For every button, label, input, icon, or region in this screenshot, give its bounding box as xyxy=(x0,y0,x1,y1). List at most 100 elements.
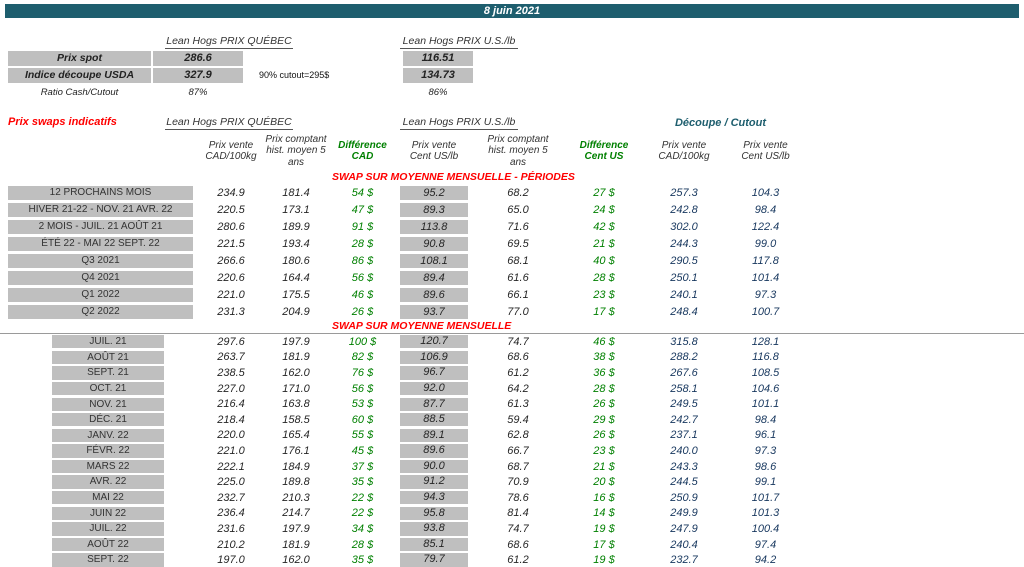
diff-cad-value: 55 $ xyxy=(351,429,374,442)
diff-us-value: 29 $ xyxy=(593,413,615,426)
table-row: HIVER 21-22 - NOV. 21 AVR. 22 220.5 173.… xyxy=(8,201,1019,218)
diff-cad-value: 60 $ xyxy=(351,413,374,426)
cutout-us-value: 98.4 xyxy=(754,413,777,426)
row-label: MAI 22 xyxy=(52,491,164,505)
diff-cad-value: 22 $ xyxy=(351,507,374,520)
us-hist-value: 62.8 xyxy=(507,429,529,442)
qc-hist-value: 176.1 xyxy=(282,444,310,457)
cutout-us-value: 94.2 xyxy=(754,554,777,567)
table-row: 2 MOIS - JUIL. 21 AOÛT 21 280.6 189.9 91… xyxy=(8,218,1019,235)
us-hist-value: 59.4 xyxy=(507,413,529,426)
us-sell-value: 96.7 xyxy=(400,366,468,380)
us-sell-value: 91.2 xyxy=(400,475,468,489)
quebec-group-header: Lean Hogs PRIX QUÉBEC xyxy=(165,116,293,130)
spot-row-prix-spot: Prix spot 286.6 116.51 xyxy=(8,50,1019,67)
cutout-us-value: 98.4 xyxy=(754,203,777,216)
diff-cad-value: 82 $ xyxy=(351,351,374,364)
table-row: 12 PROCHAINS MOIS 234.9 181.4 54 $ 95.2 … xyxy=(8,184,1019,201)
diff-us-value: 14 $ xyxy=(593,507,615,520)
row-label: SEPT. 22 xyxy=(52,553,164,567)
us-hist-value: 68.7 xyxy=(507,460,529,473)
periods-table: 12 PROCHAINS MOIS 234.9 181.4 54 $ 95.2 … xyxy=(5,184,1019,320)
table-row: JUIL. 21 297.6 197.9 100 $ 120.7 74.7 46… xyxy=(8,334,1019,350)
table-row: FÉVR. 22 221.0 176.1 45 $ 89.6 66.7 23 $… xyxy=(8,443,1019,459)
row-label: OCT. 21 xyxy=(52,381,164,396)
cutout-us-value: 99.0 xyxy=(754,237,777,250)
us-sell-value: 89.1 xyxy=(400,428,468,442)
row-label: AVR. 22 xyxy=(52,475,164,489)
months-table: JUIL. 21 297.6 197.9 100 $ 120.7 74.7 46… xyxy=(5,334,1019,567)
cutout-cad-value: 242.8 xyxy=(670,203,698,216)
diff-us-value: 17 $ xyxy=(593,305,615,318)
cutout-us-value: 99.1 xyxy=(754,476,777,489)
column-header-row: Prix vente CAD/100kg Prix comptant hist.… xyxy=(8,131,1019,171)
row-label: HIVER 21-22 - NOV. 21 AVR. 22 xyxy=(8,202,193,217)
diff-us-value: 19 $ xyxy=(593,522,615,535)
cutout-cad-value: 243.3 xyxy=(670,460,698,473)
row-label: JUIL. 21 xyxy=(52,335,164,349)
swaps-group-headers: Prix swaps indicatifs Lean Hogs PRIX QUÉ… xyxy=(5,113,1019,131)
spot-label: Prix spot xyxy=(8,51,151,66)
diff-cad-value: 56 $ xyxy=(351,271,374,284)
spot-quebec-header: Lean Hogs PRIX QUÉBEC xyxy=(165,35,293,49)
qc-sell-value: 197.0 xyxy=(217,554,245,567)
table-row: DÉC. 21 218.4 158.5 60 $ 88.5 59.4 29 $ … xyxy=(8,412,1019,428)
diff-us-value: 26 $ xyxy=(593,429,615,442)
cutout-cad-value: 302.0 xyxy=(670,220,698,233)
diff-cad-value: 37 $ xyxy=(351,460,374,473)
us-sell-value: 88.5 xyxy=(400,413,468,427)
spot-note xyxy=(245,86,401,99)
row-label: Q4 2021 xyxy=(8,270,193,285)
us-sell-value: 106.9 xyxy=(400,350,468,365)
qc-hist-value: 173.1 xyxy=(282,203,310,216)
cutout-us-value: 104.3 xyxy=(751,186,780,199)
table-row: JUIN 22 236.4 214.7 22 $ 95.8 81.4 14 $ … xyxy=(8,506,1019,522)
cutout-us-value: 116.8 xyxy=(752,351,779,364)
us-sell-value: 95.8 xyxy=(400,506,468,520)
col-header-us-sell: Prix vente Cent US/lb xyxy=(409,139,459,163)
cutout-cad-value: 240.1 xyxy=(670,288,698,301)
cutout-us-value: 128.1 xyxy=(751,335,780,348)
us-hist-value: 74.7 xyxy=(507,522,529,535)
us-sell-value: 113.8 xyxy=(400,219,468,234)
us-hist-value: 74.7 xyxy=(507,335,529,348)
cutout-cad-value: 257.3 xyxy=(670,186,698,199)
cutout-us-value: 108.5 xyxy=(751,366,780,379)
cutout-note: 90% cutout=295$ xyxy=(259,70,330,80)
us-hist-value: 68.1 xyxy=(507,254,529,267)
table-row: JANV. 22 220.0 165.4 55 $ 89.1 62.8 26 $… xyxy=(8,428,1019,444)
cutout-us-value: 101.4 xyxy=(751,271,780,284)
us-hist-value: 61.2 xyxy=(507,366,529,379)
date-banner: 8 juin 2021 xyxy=(5,4,1019,18)
cutout-us-value: 122.4 xyxy=(751,220,780,233)
us-hist-value: 65.0 xyxy=(507,203,529,216)
qc-hist-value: 184.9 xyxy=(282,460,310,473)
qc-sell-value: 234.9 xyxy=(217,186,245,199)
qc-sell-value: 210.2 xyxy=(217,538,245,551)
qc-hist-value: 158.5 xyxy=(282,413,310,426)
qc-sell-value: 231.3 xyxy=(217,305,245,318)
diff-cad-value: 46 $ xyxy=(351,288,374,301)
table-row: AOÛT 21 263.7 181.9 82 $ 106.9 68.6 38 $… xyxy=(8,350,1019,366)
us-sell-value: 89.6 xyxy=(400,287,468,302)
section-title-months: SWAP SUR MOYENNE MENSUELLE xyxy=(0,320,1024,334)
table-row: AVR. 22 225.0 189.8 35 $ 91.2 70.9 20 $ … xyxy=(8,474,1019,490)
cutout-us-value: 100.4 xyxy=(751,522,780,535)
cutout-us-value: 97.3 xyxy=(754,288,777,301)
us-hist-value: 71.6 xyxy=(507,220,529,233)
us-hist-value: 61.3 xyxy=(507,398,529,411)
row-label: JUIN 22 xyxy=(52,506,164,520)
cutout-us-value: 117.8 xyxy=(752,254,779,267)
col-header-cutout-us: Prix vente Cent US/lb xyxy=(741,139,790,163)
row-label: DÉC. 21 xyxy=(52,413,164,427)
diff-us-value: 24 $ xyxy=(593,203,615,216)
qc-hist-value: 197.9 xyxy=(282,335,310,348)
qc-sell-value: 266.6 xyxy=(217,254,245,267)
us-sell-value: 93.8 xyxy=(400,522,468,536)
spot-us-value: 86% xyxy=(428,87,448,98)
table-row: AOÛT 22 210.2 181.9 28 $ 85.1 68.6 17 $ … xyxy=(8,537,1019,553)
qc-sell-value: 236.4 xyxy=(217,507,245,520)
row-label: FÉVR. 22 xyxy=(52,444,164,458)
us-hist-value: 69.5 xyxy=(507,237,529,250)
cutout-cad-value: 244.5 xyxy=(670,476,698,489)
